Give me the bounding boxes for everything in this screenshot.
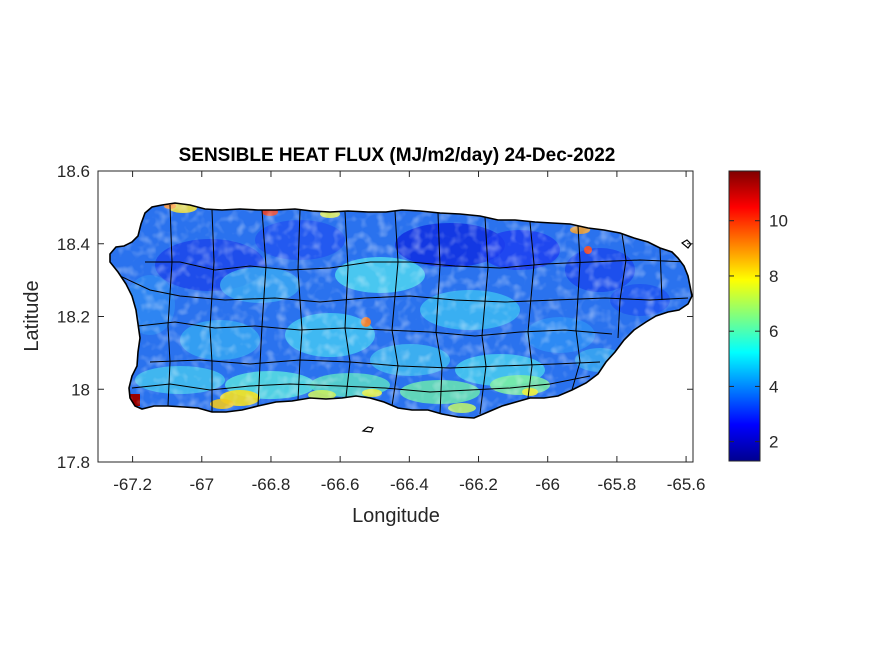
heat-flux-field	[110, 203, 692, 418]
municipality-boundary	[479, 216, 489, 415]
y-tick-label: 17.8	[57, 453, 90, 472]
municipality-boundary	[435, 212, 443, 415]
island-outline	[109, 202, 693, 419]
chart-title: SENSIBLE HEAT FLUX (MJ/m2/day) 24-Dec-20…	[179, 145, 616, 166]
x-axis-ticks: -67.2 -67 -66.8 -66.6 -66.4 -66.2 -66 -65.8 -65.…	[113, 171, 705, 494]
x-tick-label: -66.4	[390, 475, 429, 494]
x-tick-label: -65.8	[598, 475, 637, 494]
municipality-boundary	[617, 233, 627, 339]
municipality-boundary	[167, 204, 173, 407]
y-tick-label: 18.6	[57, 162, 90, 181]
x-tick-label: -66.6	[321, 475, 360, 494]
colorbar-tick-label: 6	[769, 322, 778, 341]
y-tick-label: 18	[71, 380, 90, 399]
colorbar-tick-label: 4	[769, 377, 778, 396]
municipality-boundary	[344, 211, 351, 398]
colorbar-ticks: 2 4 6 8 10	[729, 212, 788, 452]
colorbar-tick-label: 10	[769, 212, 788, 231]
municipality-boundary	[297, 209, 303, 401]
x-tick-label: -66.8	[252, 475, 291, 494]
municipality-boundary	[209, 209, 215, 412]
x-axis-label: Longitude	[352, 505, 440, 527]
colorbar	[728, 170, 761, 462]
municipality-boundaries	[119, 204, 689, 415]
municipality-boundary	[119, 275, 689, 303]
municipality-boundary	[137, 321, 613, 337]
x-tick-label: -66.2	[459, 475, 498, 494]
y-tick-label: 18.4	[57, 235, 90, 254]
municipality-boundary	[145, 259, 689, 271]
municipality-boundary	[257, 209, 267, 407]
colorbar-tick-label: 8	[769, 267, 778, 286]
municipality-boundary	[131, 375, 591, 393]
colorbar-tick-label: 2	[769, 433, 778, 452]
municipality-boundary	[571, 225, 581, 391]
municipality-boundary	[149, 359, 601, 369]
x-tick-label: -65.6	[667, 475, 706, 494]
y-axis-ticks: 17.8 18 18.2 18.4 18.6	[57, 162, 693, 472]
y-axis-label: Latitude	[21, 280, 43, 351]
x-tick-label: -66	[535, 475, 560, 494]
x-tick-label: -67.2	[113, 475, 152, 494]
municipality-boundary	[391, 210, 399, 407]
municipality-boundary	[527, 221, 535, 399]
y-tick-label: 18.2	[57, 308, 90, 327]
municipality-boundary	[659, 247, 663, 301]
islet-south-1	[361, 426, 374, 433]
x-tick-label: -67	[189, 475, 214, 494]
